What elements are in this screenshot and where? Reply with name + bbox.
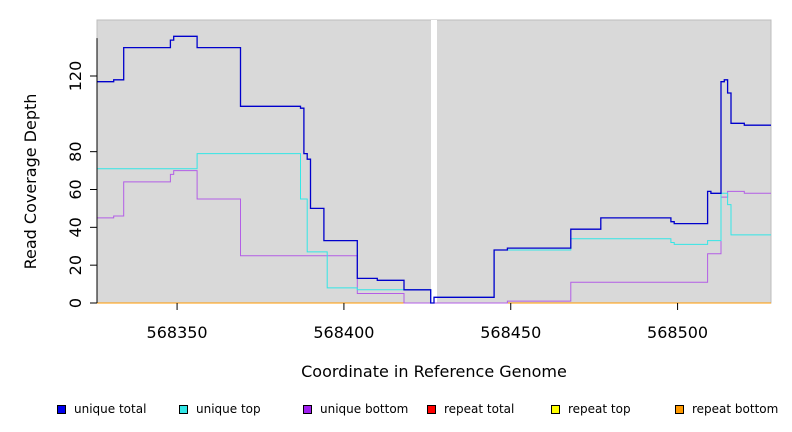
- legend-label-unique-bottom: unique bottom: [320, 402, 409, 416]
- x-axis-title: Coordinate in Reference Genome: [301, 362, 567, 381]
- legend-swatch-repeat-top: [551, 404, 560, 414]
- series-line-unique-total: [97, 35, 771, 304]
- y-tick-label: 20: [66, 255, 85, 275]
- y-tick-label: 60: [66, 179, 85, 199]
- legend-swatch-unique-top: [179, 404, 188, 414]
- legend-label-unique-top: unique top: [196, 402, 261, 416]
- legend-label-repeat-top: repeat top: [568, 402, 631, 416]
- x-tick-label: 568500: [647, 323, 708, 342]
- legend-item-repeat-top: repeat top: [551, 400, 631, 418]
- legend-swatch-unique-total: [57, 404, 66, 414]
- y-tick-label: 0: [66, 298, 85, 308]
- axis-layer: 0 20 40 60 80 120 568350 568400 568450 568500: [66, 38, 708, 342]
- legend-item-unique-top: unique top: [179, 400, 261, 418]
- chart-legend: unique total unique top unique bottom re…: [0, 400, 792, 420]
- y-tick-label: 40: [66, 217, 85, 237]
- legend-item-repeat-bottom: repeat bottom: [675, 400, 778, 418]
- y-tick-label: 120: [66, 61, 85, 92]
- legend-item-unique-total: unique total: [57, 400, 146, 418]
- series-line-unique-bottom: [97, 170, 771, 304]
- legend-swatch-repeat-bottom: [675, 404, 684, 414]
- legend-label-unique-total: unique total: [74, 402, 147, 416]
- x-tick-label: 568400: [313, 323, 374, 342]
- series-layer: [97, 35, 771, 304]
- y-tick-label: 80: [66, 141, 85, 161]
- legend-item-unique-bottom: unique bottom: [303, 400, 408, 418]
- x-tick-label: 568350: [147, 323, 208, 342]
- legend-label-repeat-total: repeat total: [444, 402, 515, 416]
- legend-label-repeat-bottom: repeat bottom: [692, 402, 779, 416]
- legend-swatch-repeat-total: [427, 404, 436, 414]
- y-axis-title: Read Coverage Depth: [21, 94, 40, 270]
- coverage-gap-divider: [431, 20, 437, 303]
- legend-item-repeat-total: repeat total: [427, 400, 514, 418]
- x-tick-label: 568450: [480, 323, 541, 342]
- legend-swatch-unique-bottom: [303, 404, 312, 414]
